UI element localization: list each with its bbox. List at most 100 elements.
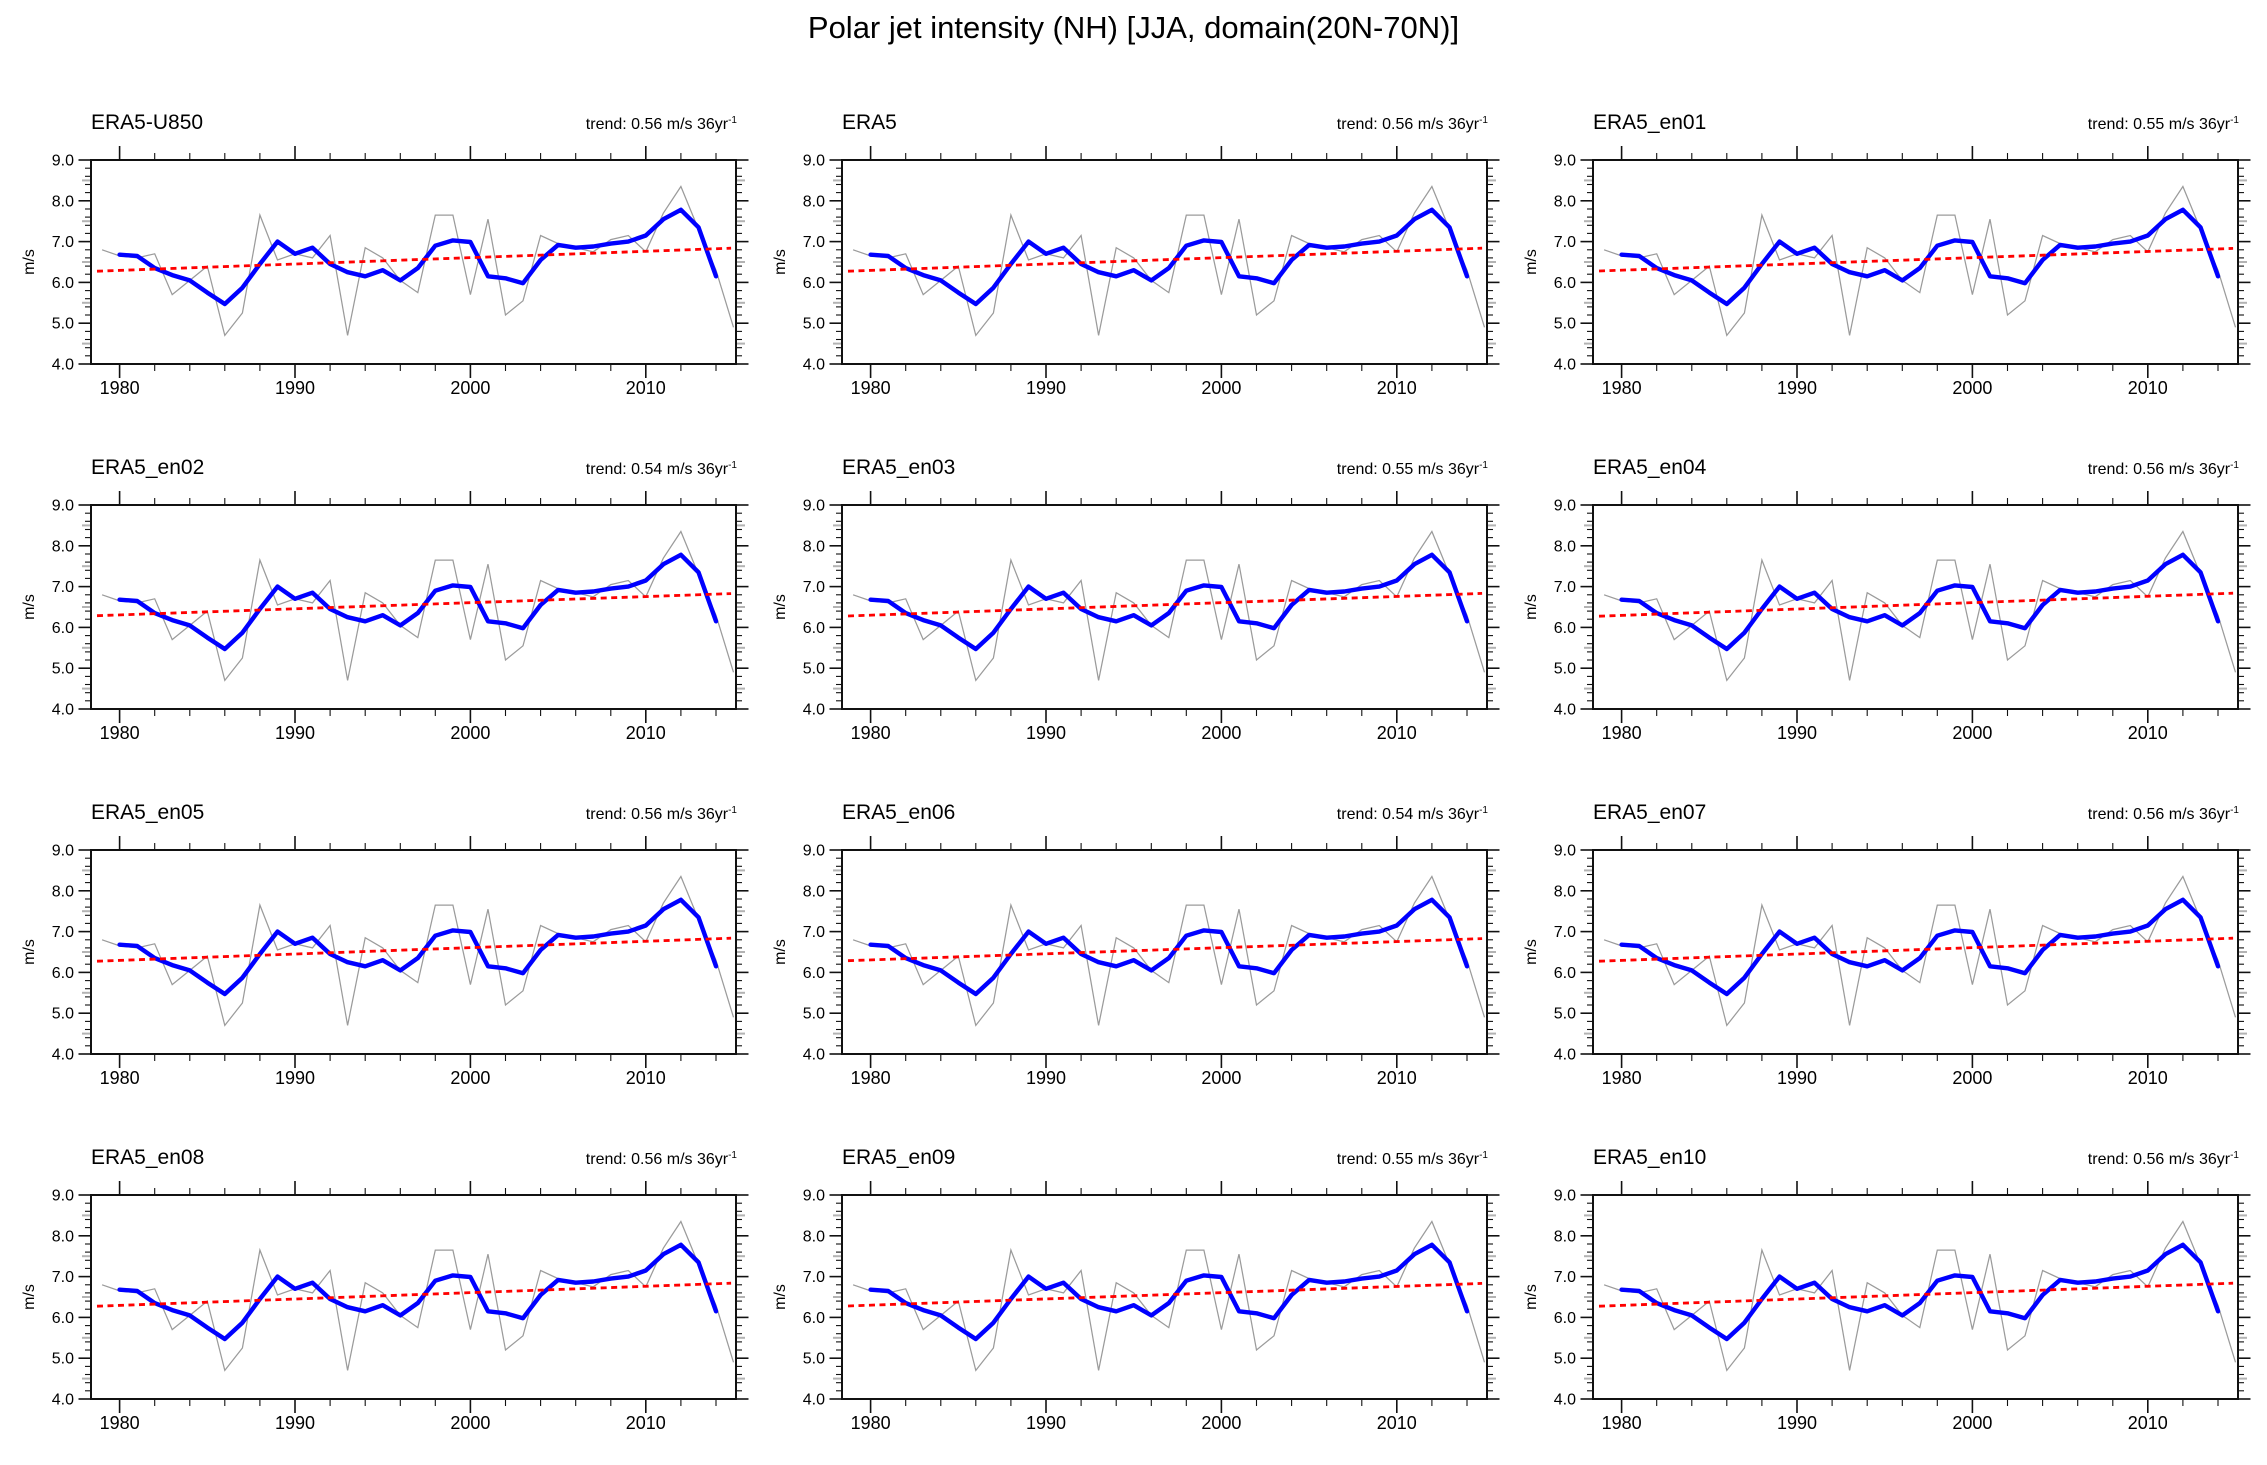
- trend-value: 0.56: [631, 116, 663, 133]
- trend-label: trend: 0.56 m/s 36yr-1: [586, 805, 737, 824]
- y-axis-title: m/s: [1523, 1284, 1540, 1310]
- trend-superscript: -1: [1479, 115, 1488, 126]
- y-tick-label: 7.0: [1554, 579, 1576, 596]
- y-tick-label: 4.0: [803, 1392, 825, 1409]
- y-tick-label: 6.0: [803, 965, 825, 982]
- trend-prefix: trend:: [585, 461, 632, 478]
- x-tick-label: 1990: [275, 378, 315, 398]
- trend-superscript: -1: [1479, 460, 1488, 471]
- trend-label: trend: 0.54 m/s 36yr-1: [586, 460, 737, 479]
- panel-header: ERA5_en07 trend: 0.56 m/s 36yr-1: [1593, 801, 2239, 825]
- x-tick-label: 1990: [275, 1413, 315, 1433]
- axis-ticks: [829, 1181, 1500, 1413]
- plot-area: 9.0 8.0 7.0 6.0 5.0 4.0 1980 1990 2000 2010 m/s: [772, 146, 1500, 398]
- trend-line: [847, 1282, 1483, 1308]
- y-tick-label: 6.0: [1554, 620, 1576, 637]
- chart-panel-ERA5-U850: ERA5-U850 trend: 0.56 m/s 36yr-1 9.0 8.0 7…: [3, 85, 759, 430]
- y-tick-label: 4.0: [1554, 1392, 1576, 1409]
- y-tick-label: 7.0: [803, 579, 825, 596]
- x-tick-label: 2010: [626, 378, 666, 398]
- y-tick-label: 5.0: [803, 661, 825, 678]
- x-tick-label: 1990: [1026, 1413, 1066, 1433]
- x-tick-label: 1980: [851, 1068, 891, 1088]
- plot-area: 9.0 8.0 7.0 6.0 5.0 4.0 1980 1990 2000 2010 m/s: [21, 491, 749, 743]
- y-tick-label: 9.0: [803, 498, 825, 515]
- trend-value: 0.56: [2133, 806, 2165, 823]
- y-tick-label: 7.0: [803, 234, 825, 251]
- y-tick-label: 9.0: [803, 843, 825, 860]
- x-tick-label: 1990: [1777, 723, 1817, 743]
- x-tick-label: 2010: [626, 1413, 666, 1433]
- y-axis-title: m/s: [772, 1284, 789, 1310]
- x-tick-label: 2010: [1377, 723, 1417, 743]
- chart-panel-ERA5: ERA5 trend: 0.56 m/s 36yr-1 9.0 8.0 7.0 6.0…: [754, 85, 1510, 430]
- x-tick-label: 2000: [450, 1413, 490, 1433]
- x-tick-label: 1980: [1602, 378, 1642, 398]
- trend-units: m/s 36yr: [2164, 461, 2231, 478]
- smoothed-line: [117, 1242, 719, 1342]
- y-tick-label: 8.0: [1554, 193, 1576, 210]
- x-tick-label: 1980: [851, 1413, 891, 1433]
- trend-value: 0.56: [631, 806, 663, 823]
- trend-prefix: trend:: [1336, 461, 1383, 478]
- y-tick-label: 6.0: [52, 1310, 74, 1327]
- axis-ticks: [1580, 1181, 2251, 1413]
- trend-prefix: trend:: [2087, 1151, 2134, 1168]
- chart-panel-ERA5_en08: ERA5_en08 trend: 0.56 m/s 36yr-1 9.0 8.0 7…: [3, 1120, 759, 1465]
- y-tick-label: 7.0: [803, 924, 825, 941]
- trend-label: trend: 0.56 m/s 36yr-1: [586, 115, 737, 134]
- plot-area: 9.0 8.0 7.0 6.0 5.0 4.0 1980 1990 2000 2010 m/s: [772, 491, 1500, 743]
- trend-label: trend: 0.55 m/s 36yr-1: [1337, 460, 1488, 479]
- y-tick-label: 4.0: [803, 357, 825, 374]
- plot-frame: [1592, 849, 2239, 1055]
- x-tick-label: 2010: [2128, 723, 2168, 743]
- y-axis-title: m/s: [772, 249, 789, 275]
- trend-prefix: trend:: [585, 116, 632, 133]
- y-tick-label: 4.0: [52, 702, 74, 719]
- x-tick-label: 1980: [100, 1413, 140, 1433]
- chart-panel-ERA5_en07: ERA5_en07 trend: 0.56 m/s 36yr-1 9.0 8.0 7…: [1505, 775, 2261, 1120]
- panel-title: ERA5_en09: [842, 1146, 956, 1169]
- y-tick-label: 4.0: [52, 1047, 74, 1064]
- x-tick-label: 1990: [1777, 1413, 1817, 1433]
- y-tick-label: 5.0: [52, 316, 74, 333]
- smoothed-line: [868, 897, 1470, 997]
- y-tick-label: 8.0: [52, 538, 74, 555]
- smoothed-line: [868, 1242, 1470, 1342]
- x-tick-label: 2000: [450, 1068, 490, 1088]
- y-tick-label: 5.0: [1554, 661, 1576, 678]
- chart-panel-ERA5_en03: ERA5_en03 trend: 0.55 m/s 36yr-1 9.0 8.0 7…: [754, 430, 1510, 775]
- plot-frame: [841, 504, 1488, 710]
- trend-units: m/s 36yr: [662, 806, 729, 823]
- y-tick-label: 5.0: [803, 1006, 825, 1023]
- panel-title: ERA5_en06: [842, 801, 956, 824]
- x-tick-label: 2000: [1952, 1413, 1992, 1433]
- y-tick-label: 9.0: [803, 1188, 825, 1205]
- trend-prefix: trend:: [2087, 806, 2134, 823]
- trend-units: m/s 36yr: [1413, 1151, 1480, 1168]
- trend-line: [96, 246, 732, 273]
- x-tick-label: 2010: [1377, 378, 1417, 398]
- y-tick-label: 9.0: [803, 153, 825, 170]
- trend-superscript: -1: [728, 460, 737, 471]
- axis-ticks: [78, 1181, 749, 1413]
- y-tick-label: 4.0: [803, 1047, 825, 1064]
- x-tick-label: 2010: [2128, 1068, 2168, 1088]
- x-tick-label: 1990: [1777, 378, 1817, 398]
- trend-line: [96, 936, 732, 963]
- trend-value: 0.56: [2133, 1151, 2165, 1168]
- y-tick-label: 8.0: [52, 883, 74, 900]
- trend-value: 0.56: [2133, 461, 2165, 478]
- plot-area: 9.0 8.0 7.0 6.0 5.0 4.0 1980 1990 2000 2010 m/s: [1523, 1181, 2251, 1433]
- panel-header: ERA5_en10 trend: 0.56 m/s 36yr-1: [1593, 1146, 2239, 1170]
- x-tick-label: 2000: [1201, 1068, 1241, 1088]
- x-tick-label: 2010: [2128, 378, 2168, 398]
- panel-header: ERA5_en05 trend: 0.56 m/s 36yr-1: [91, 801, 737, 825]
- panel-title: ERA5: [842, 111, 897, 134]
- x-tick-label: 1980: [100, 723, 140, 743]
- y-tick-label: 9.0: [1554, 1188, 1576, 1205]
- plot-frame: [841, 849, 1488, 1055]
- trend-superscript: -1: [728, 805, 737, 816]
- smoothed-line: [868, 552, 1470, 652]
- trend-units: m/s 36yr: [662, 1151, 729, 1168]
